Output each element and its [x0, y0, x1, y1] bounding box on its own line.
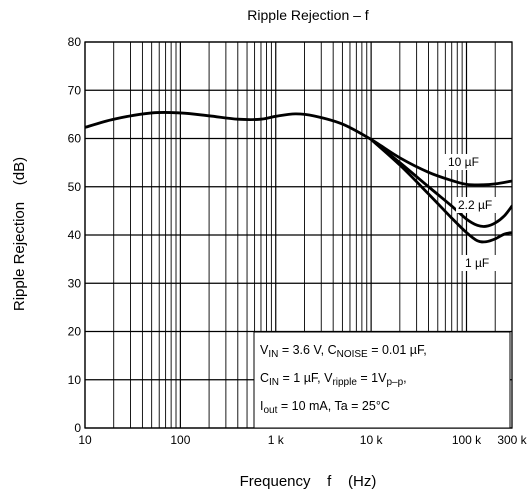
series-line-1uf — [369, 138, 512, 244]
y-tick-label: 50 — [68, 180, 82, 194]
y-tick-label: 80 — [68, 35, 82, 49]
y-tick-label: 60 — [68, 132, 82, 146]
y-tick-label: 70 — [68, 83, 82, 97]
curves — [85, 110, 512, 244]
x-tick-label: 1 k — [268, 433, 285, 447]
series-line-2-2uf — [369, 138, 512, 228]
x-tick-label: 10 k — [360, 433, 384, 447]
y-axis-label: Ripple Rejection (dB) — [11, 157, 28, 311]
x-tick-label: 100 k — [452, 433, 482, 447]
y-tick-label: 20 — [68, 325, 82, 339]
series-line-10uf — [85, 110, 512, 187]
x-tick-label: 10 — [78, 433, 92, 447]
chart-title: Ripple Rejection – f — [247, 7, 369, 23]
curve-label-1uf: 1 µF — [465, 256, 489, 270]
y-tick-label: 10 — [68, 373, 82, 387]
condition-line-3: Iout = 10 mA, Ta = 25°C — [260, 399, 390, 416]
curve-label-2-2uf: 2.2 µF — [458, 198, 492, 212]
y-tick-label: 40 — [68, 228, 82, 242]
x-tick-label: 100 — [170, 433, 190, 447]
curve-labels: 10 µF 2.2 µF 1 µF — [444, 154, 504, 271]
x-axis-label: Frequency f (Hz) — [240, 473, 377, 490]
condition-line-2: CIN = 1 µF, Vripple = 1Vp–p, — [260, 371, 407, 388]
x-tick-label: 300 k — [497, 433, 527, 447]
y-tick-label: 0 — [74, 421, 81, 435]
y-tick-label: 30 — [68, 276, 82, 290]
curve-label-10uf: 10 µF — [448, 155, 479, 169]
condition-line-1: VIN = 3.6 V, CNOISE = 0.01 µF, — [260, 343, 427, 360]
conditions-box: VIN = 3.6 V, CNOISE = 0.01 µF, CIN = 1 µ… — [253, 331, 511, 429]
